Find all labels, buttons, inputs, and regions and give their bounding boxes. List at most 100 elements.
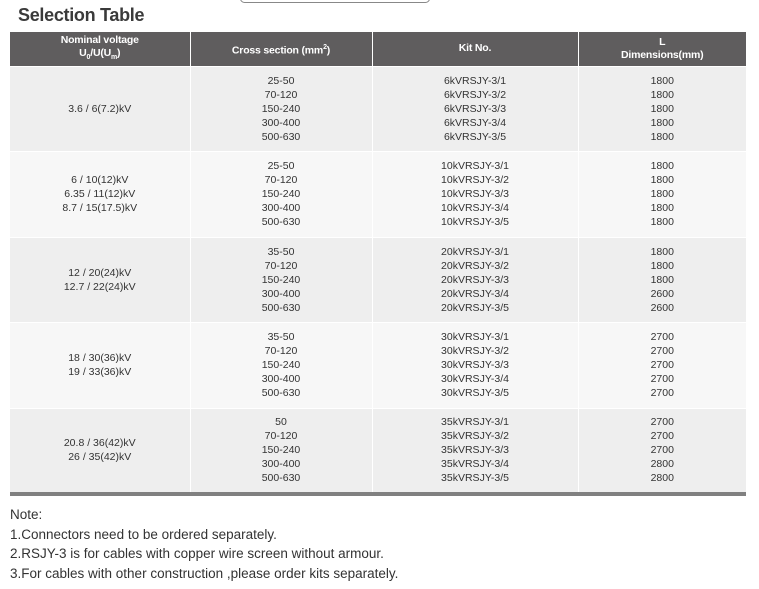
kit-no-cell-value: 35kVRSJY-3/5 xyxy=(441,472,509,484)
kit-no-cell-value: 10kVRSJY-3/5 xyxy=(441,216,509,229)
header-cross-section: Cross section (mm2) xyxy=(189,32,372,66)
dimension-cell-value: 1800 xyxy=(650,245,674,258)
cross-section-cell-value: 25-50 xyxy=(267,74,295,87)
kit-no-cell-value: 30kVRSJY-3/5 xyxy=(441,387,509,400)
kit-no-cell-value: 30kVRSJY-3/3 xyxy=(441,359,509,372)
dimension-cell-value: 2700 xyxy=(650,331,674,344)
dimension-cell-value: 2700 xyxy=(650,387,674,400)
voltage-cell-value: 8.7 / 15(17.5)kV xyxy=(62,202,138,215)
cross-section-cell-value: 70-120 xyxy=(264,174,298,187)
dimension-cell: 2700 2700 2700 2700 2700 xyxy=(577,322,746,408)
voltage-cell: 3.6 / 6(7.2)kV xyxy=(10,65,190,152)
dimension-cell-value: 2700 xyxy=(650,416,674,428)
header-dimensions: L Dimensions(mm) xyxy=(577,32,746,66)
dimension-cell-value: 1800 xyxy=(650,188,674,201)
kit-no-cell-value: 10kVRSJY-3/3 xyxy=(441,188,509,201)
cross-section-cell: 35-50 70-120 150-240 300-400 500-630 xyxy=(189,236,372,323)
cross-section-cell-value: 150-240 xyxy=(261,359,301,372)
note-item: 3.For cables with other construction ,pl… xyxy=(10,565,399,581)
kit-no-cell-value: 6kVRSJY-3/1 xyxy=(443,74,507,87)
note-item: 2.RSJY-3 is for cables with copper wire … xyxy=(10,546,384,561)
voltage-cell-value: 19 / 33(36)kV xyxy=(68,366,132,379)
cross-section-cell-value: 500-630 xyxy=(261,387,301,400)
kit-no-cell-value: 6kVRSJY-3/5 xyxy=(443,130,507,143)
selection-table: Nominal voltage U0/U(Um) Cross section (… xyxy=(10,32,746,496)
dimension-cell: 1800 1800 1800 1800 1800 xyxy=(577,65,746,152)
cross-section-cell-value: 150-240 xyxy=(261,102,301,115)
kit-no-cell-value: 30kVRSJY-3/2 xyxy=(441,345,509,358)
kit-no-cell-value: 10kVRSJY-3/1 xyxy=(441,160,509,173)
cross-section-cell-value: 300-400 xyxy=(261,116,301,129)
note-item: 1.Connectors need to be ordered separate… xyxy=(10,526,277,542)
dimension-cell-value: 1800 xyxy=(650,74,674,87)
voltage-cell-value: 26 / 35(42)kV xyxy=(68,451,132,463)
dimension-cell-value: 2700 xyxy=(650,373,674,386)
dimension-cell-value: 1800 xyxy=(650,116,674,129)
kit-no-cell-value: 6kVRSJY-3/4 xyxy=(443,116,507,129)
dimension-cell-value: 2600 xyxy=(650,301,674,314)
cross-section-cell-value: 500-630 xyxy=(261,472,301,484)
kit-no-cell-value: 20kVRSJY-3/5 xyxy=(441,301,509,314)
cross-section-cell-value: 150-240 xyxy=(261,273,301,286)
kit-no-cell-value: 35kVRSJY-3/4 xyxy=(441,458,509,470)
dimension-cell-value: 2600 xyxy=(650,287,674,300)
dimension-cell-value: 1800 xyxy=(650,202,674,215)
table-row: 6 / 10(12)kV 6.35 / 11(12)kV 8.7 / 15(17.5… xyxy=(10,151,746,237)
kit-no-cell-value: 6kVRSJY-3/2 xyxy=(443,88,507,101)
header-nominal-voltage: Nominal voltage U0/U(Um) xyxy=(10,32,190,66)
voltage-cell-value: 20.8 / 36(42)kV xyxy=(63,437,136,449)
cross-section-cell-value: 300-400 xyxy=(261,373,301,386)
notes-heading: Note: xyxy=(10,507,43,522)
kit-no-cell-value: 20kVRSJY-3/4 xyxy=(441,287,509,300)
kit-no-cell-value: 20kVRSJY-3/3 xyxy=(441,273,509,286)
kit-no-cell: 10kVRSJY-3/1 10kVRSJY-3/2 10kVRSJY-3/3 10kV… xyxy=(371,151,578,237)
table-row: 12 / 20(24)kV 12.7 / 22(24)kV 35-50 70-120 1… xyxy=(10,236,746,323)
cross-section-cell-value: 70-120 xyxy=(264,430,298,442)
dimension-cell: 2700 2700 2700 2800 2800 xyxy=(577,407,746,496)
voltage-cell-value: 6.35 / 11(12)kV xyxy=(64,188,136,201)
dimension-cell-value: 1800 xyxy=(650,273,674,286)
dimension-cell-value: 1800 xyxy=(650,88,674,101)
cross-section-cell-value: 300-400 xyxy=(261,202,301,215)
cross-section-cell: 50 70-120 150-240 300-400 500-630 xyxy=(189,407,372,496)
kit-no-cell-value: 35kVRSJY-3/2 xyxy=(441,430,509,442)
kit-no-cell-value: 20kVRSJY-3/1 xyxy=(441,245,509,258)
kit-no-cell-value: 10kVRSJY-3/4 xyxy=(441,202,509,215)
dimension-cell-value: 1800 xyxy=(650,102,674,115)
cross-section-cell: 25-50 70-120 150-240 300-400 500-630 xyxy=(189,65,372,152)
cross-section-cell-value: 70-120 xyxy=(264,345,298,358)
table-row: 3.6 / 6(7.2)kV 25-50 70-120 150-240 300-400 5… xyxy=(10,65,746,152)
cross-section-cell-value: 150-240 xyxy=(261,444,301,456)
voltage-cell: 6 / 10(12)kV 6.35 / 11(12)kV 8.7 / 15(17.5… xyxy=(10,151,190,237)
header-kit-no: Kit No. xyxy=(371,32,578,66)
kit-no-cell: 6kVRSJY-3/1 6kVRSJY-3/2 6kVRSJY-3/3 6kVRSJY… xyxy=(371,65,578,152)
cross-section-cell-value: 300-400 xyxy=(261,287,301,300)
table-row: 18 / 30(36)kV 19 / 33(36)kV 35-50 70-120 150… xyxy=(10,322,746,408)
dimension-cell: 1800 1800 1800 2600 2600 xyxy=(577,236,746,323)
cross-section-cell-value: 500-630 xyxy=(261,216,301,229)
dimension-cell-value: 2700 xyxy=(650,345,674,358)
dimension-cell-value: 2800 xyxy=(650,458,674,470)
voltage-cell-value: 6 / 10(12)kV xyxy=(71,174,129,187)
cross-section-cell: 35-50 70-120 150-240 300-400 500-630 xyxy=(189,322,372,408)
cross-section-cell-value: 25-50 xyxy=(267,160,295,173)
voltage-cell: 12 / 20(24)kV 12.7 / 22(24)kV xyxy=(10,236,190,323)
cross-section-cell-value: 70-120 xyxy=(264,259,298,272)
table-header-row: Nominal voltage U0/U(Um) Cross section (… xyxy=(10,32,746,66)
page-title: Selection Table xyxy=(18,5,145,25)
dimension-cell-value: 1800 xyxy=(650,259,674,272)
dimension-cell-value: 1800 xyxy=(650,160,674,173)
dimension-cell-value: 2700 xyxy=(650,444,674,456)
cross-section-cell-value: 300-400 xyxy=(261,458,301,470)
voltage-cell: 20.8 / 36(42)kV 26 / 35(42)kV xyxy=(10,407,190,496)
voltage-cell-value: 12.7 / 22(24)kV xyxy=(63,280,136,293)
kit-no-cell-value: 6kVRSJY-3/3 xyxy=(443,102,507,115)
kit-no-cell-value: 30kVRSJY-3/4 xyxy=(441,373,509,386)
notes: Note: 1.Connectors need to be ordered se… xyxy=(10,505,398,583)
top-frame xyxy=(240,0,430,3)
cross-section-cell-value: 50 xyxy=(275,416,287,428)
table-row: 20.8 / 36(42)kV 26 / 35(42)kV 50 70-120 150-… xyxy=(10,407,746,496)
voltage-cell: 18 / 30(36)kV 19 / 33(36)kV xyxy=(10,322,190,408)
voltage-cell-value: 18 / 30(36)kV xyxy=(68,352,132,365)
dimension-cell-value: 2700 xyxy=(650,359,674,372)
